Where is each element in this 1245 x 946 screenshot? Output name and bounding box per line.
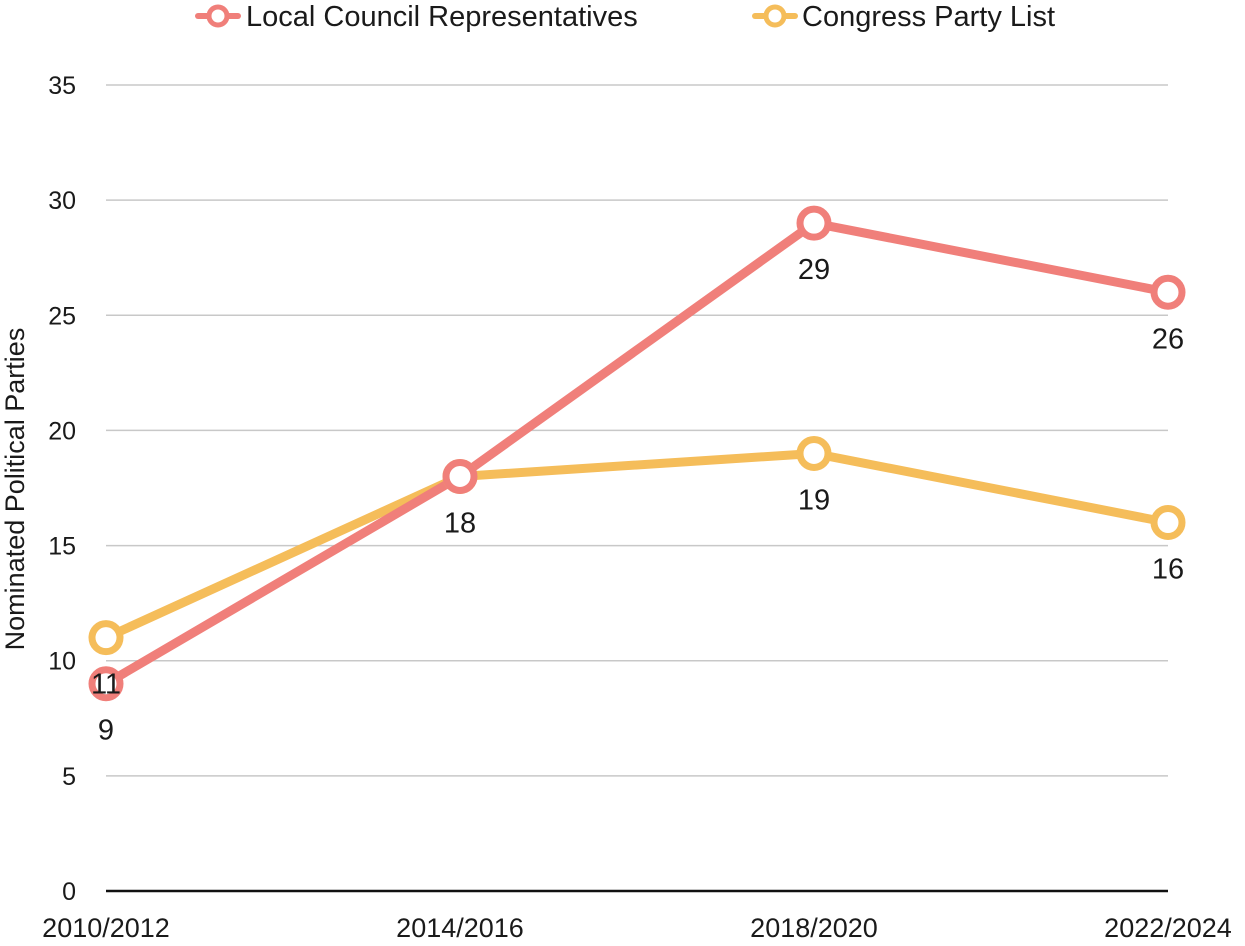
y-tick-label-25: 25 (48, 302, 76, 330)
series-1-data-label-2: 19 (798, 484, 830, 516)
x-tick-label-0: 2010/2012 (42, 913, 170, 941)
data-labels: 9 18 29 26 11 19 16 (91, 254, 1184, 747)
series-0-data-label-1: 18 (444, 507, 476, 539)
legend-item-1: Congress Party List (752, 1, 1055, 33)
series-0-point-3 (1150, 274, 1186, 310)
series-0-point-2 (796, 205, 832, 241)
series-0-data-label-3: 26 (1152, 323, 1184, 355)
y-tick-label-20: 20 (48, 417, 76, 445)
y-tick-label-5: 5 (62, 763, 76, 791)
x-tick-label-3: 2022/2024 (1104, 913, 1232, 941)
series-0-data-label-2: 29 (798, 254, 830, 286)
series-1-point-0 (88, 620, 124, 656)
y-tick-label-15: 15 (48, 533, 76, 561)
series-1-point-2 (796, 435, 832, 471)
series-0-point-1 (442, 458, 478, 494)
x-tick-label-2: 2018/2020 (750, 913, 878, 941)
legend-item-0: Local Council Representatives (195, 1, 638, 33)
gridlines (106, 84, 1168, 893)
legend-label-1: Congress Party List (802, 1, 1055, 33)
series-lines (101, 218, 1173, 689)
y-tick-label-30: 30 (48, 187, 76, 215)
y-axis-ticks: 0 5 10 15 20 25 30 35 (48, 72, 76, 906)
y-tick-label-10: 10 (48, 648, 76, 676)
legend: Local Council Representatives Congress Pa… (195, 1, 1055, 33)
legend-marker-1 (763, 4, 787, 28)
y-tick-label-0: 0 (62, 878, 76, 906)
series-0-point-0 (88, 666, 124, 702)
x-axis-ticks: 2010/2012 2014/2016 2018/2020 2022/2024 (42, 913, 1232, 943)
legend-label-0: Local Council Representatives (246, 1, 638, 33)
x-tick-label-1: 2014/2016 (396, 913, 524, 941)
y-tick-label-35: 35 (48, 72, 76, 100)
series-1-data-label-0: 11 (91, 669, 121, 701)
series-0-data-label-0: 9 (98, 715, 114, 747)
y-axis-title: Nominated Political Parties (0, 328, 30, 651)
series-points (88, 205, 1186, 702)
series-line-0 (101, 218, 1173, 689)
series-1-point-3 (1150, 505, 1186, 541)
series-line-1 (101, 448, 1173, 643)
legend-marker-0 (206, 4, 230, 28)
series-1-data-label-3: 16 (1152, 554, 1184, 586)
